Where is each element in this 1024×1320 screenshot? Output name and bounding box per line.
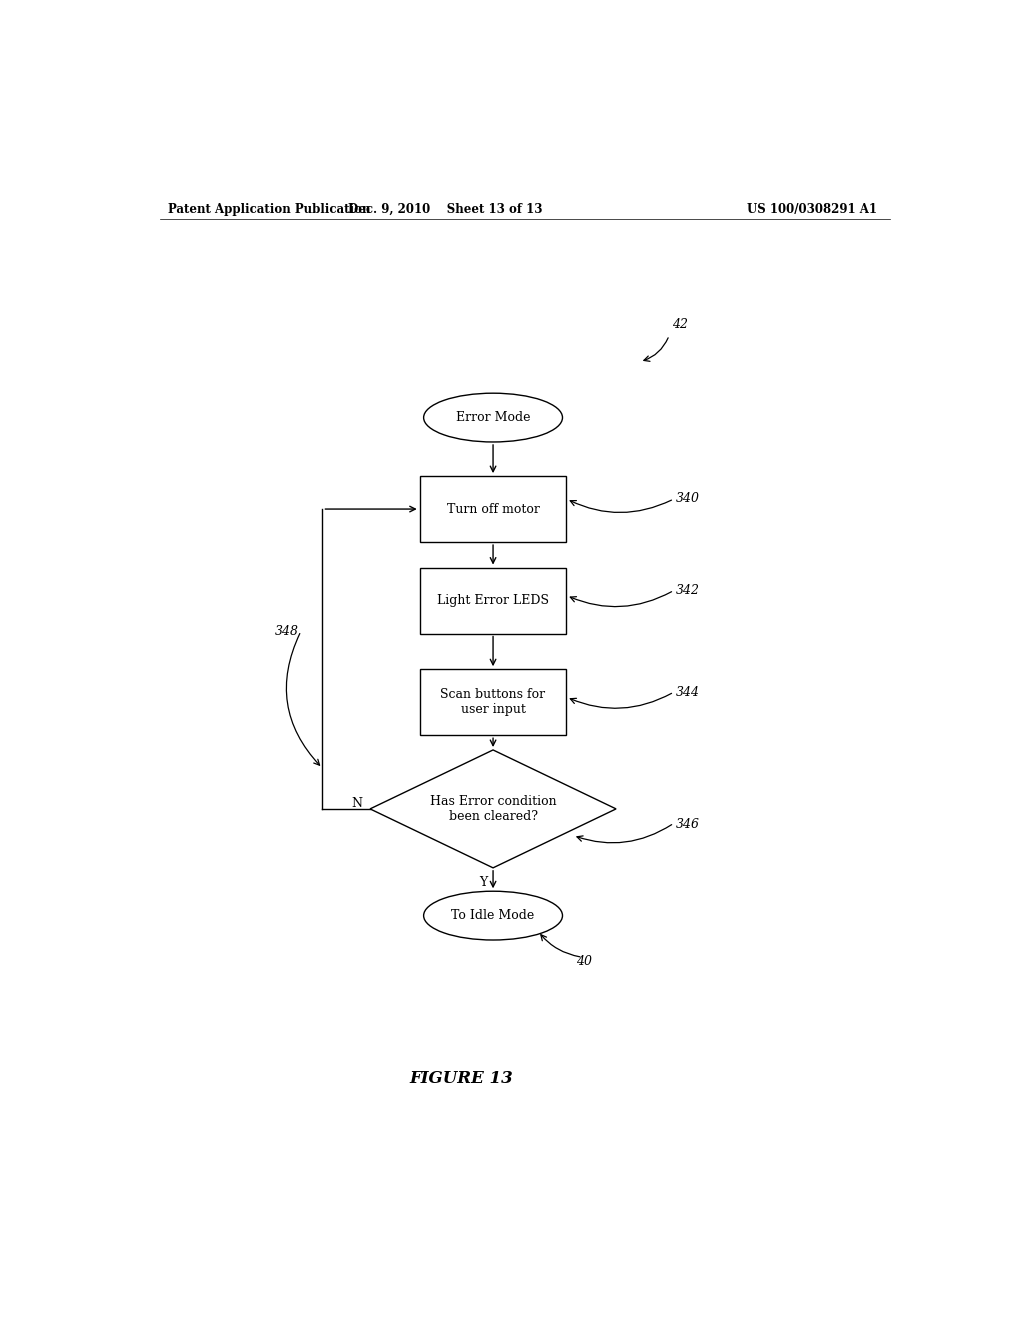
- Text: US 100/0308291 A1: US 100/0308291 A1: [748, 203, 877, 215]
- Text: FIGURE 13: FIGURE 13: [410, 1069, 513, 1086]
- Text: Dec. 9, 2010    Sheet 13 of 13: Dec. 9, 2010 Sheet 13 of 13: [348, 203, 543, 215]
- Text: To Idle Mode: To Idle Mode: [452, 909, 535, 923]
- Text: 342: 342: [676, 583, 699, 597]
- Text: Error Mode: Error Mode: [456, 411, 530, 424]
- Text: Has Error condition
been cleared?: Has Error condition been cleared?: [430, 795, 556, 822]
- Text: Light Error LEDS: Light Error LEDS: [437, 594, 549, 607]
- Text: 340: 340: [676, 492, 699, 506]
- Bar: [420, 568, 566, 634]
- Text: N: N: [351, 797, 362, 810]
- Text: Scan buttons for
user input: Scan buttons for user input: [440, 688, 546, 717]
- Text: 42: 42: [672, 318, 688, 331]
- Text: Turn off motor: Turn off motor: [446, 503, 540, 516]
- Text: 346: 346: [676, 817, 699, 830]
- Bar: [420, 477, 566, 543]
- Text: 40: 40: [577, 954, 592, 968]
- Text: 344: 344: [676, 685, 699, 698]
- Bar: [420, 669, 566, 735]
- Text: 348: 348: [274, 624, 299, 638]
- Text: Patent Application Publication: Patent Application Publication: [168, 203, 371, 215]
- Text: Y: Y: [479, 876, 487, 888]
